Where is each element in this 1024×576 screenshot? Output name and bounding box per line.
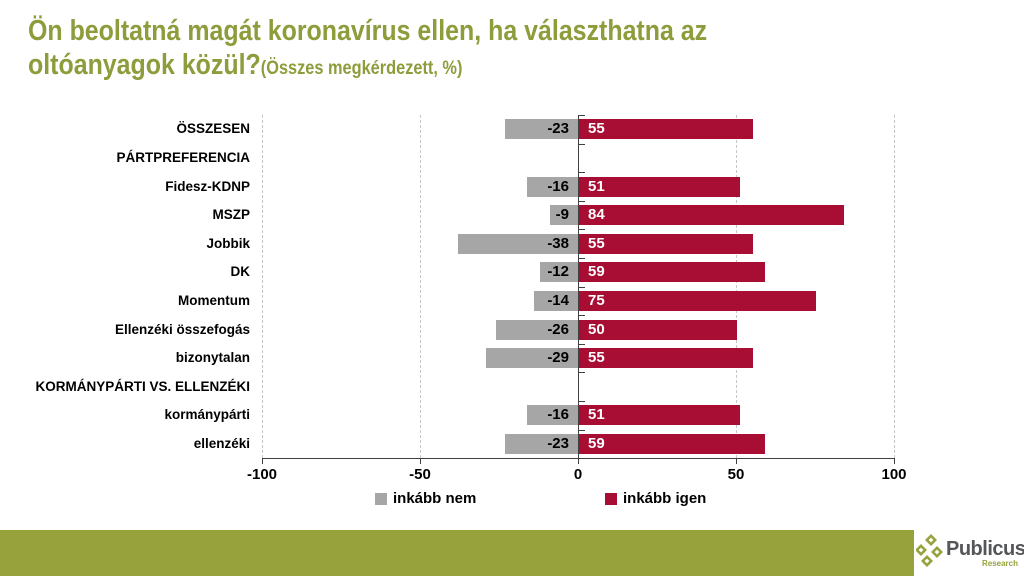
brand-name: Publicus [946, 538, 1024, 560]
x-axis-tick-label: 100 [881, 466, 907, 483]
value-label-nem: -16 [547, 177, 569, 195]
category-label: Fidesz-KDNP [165, 178, 250, 194]
x-axis-tick-mark [262, 458, 263, 464]
chart-title: Ön beoltatná magát koronavírus ellen, ha… [28, 14, 974, 86]
chart-title-line2-text: oltóanyagok közül? [28, 49, 261, 81]
category-label: ellenzéki [193, 435, 250, 451]
bar-inkabb-igen [579, 176, 741, 197]
value-label-nem: -23 [547, 434, 569, 452]
bar-inkabb-nem [505, 433, 578, 454]
category-axis-tick [578, 200, 585, 202]
legend-label-igen: inkább igen [623, 490, 707, 507]
category-axis-tick [578, 429, 585, 431]
bar-inkabb-igen [579, 233, 753, 254]
x-axis-tick-label: 50 [727, 466, 745, 483]
value-label-nem: -9 [555, 206, 569, 224]
value-label-igen: 51 [588, 177, 605, 195]
bar-inkabb-igen [579, 405, 741, 426]
category-label: MSZP [212, 207, 250, 223]
value-label-igen: 59 [588, 263, 605, 281]
x-axis-line [262, 458, 894, 459]
category-label: DK [230, 264, 251, 280]
bar-inkabb-igen [579, 433, 766, 454]
brand-subtitle: Research [981, 559, 1018, 568]
x-axis-tick-label: -100 [246, 466, 278, 483]
bar-inkabb-nem [533, 290, 578, 311]
vertical-gridline [894, 115, 895, 458]
bar-inkabb-nem [486, 348, 578, 369]
bar-inkabb-nem [527, 405, 578, 426]
category-label: KORMÁNYPÁRTI VS. ELLENZÉKI [35, 378, 250, 394]
legend-swatch-igen [605, 492, 617, 505]
value-label-igen: 55 [588, 349, 605, 367]
zero-axis-line [578, 115, 579, 458]
vertical-gridline [420, 115, 421, 458]
bar-inkabb-nem [457, 233, 578, 254]
category-axis-tick [578, 258, 585, 259]
x-axis-tick-mark [894, 458, 895, 464]
category-axis-tick [578, 115, 585, 116]
vertical-gridline [262, 115, 263, 458]
bar-inkabb-nem [505, 119, 578, 140]
vertical-gridline [736, 115, 737, 458]
bar-inkabb-nem [540, 262, 578, 283]
value-label-igen: 59 [588, 434, 605, 452]
value-label-nem: -16 [547, 406, 569, 424]
value-label-nem: -23 [547, 120, 569, 138]
value-label-nem: -12 [547, 263, 569, 281]
bar-inkabb-igen [579, 119, 753, 140]
category-label: kormánypárti [164, 407, 250, 423]
category-label: ÖSSZESEN [176, 121, 250, 137]
value-label-igen: 55 [588, 234, 605, 252]
bar-inkabb-igen [579, 319, 737, 340]
category-axis-tick [578, 401, 585, 402]
legend-swatch-nem [375, 492, 387, 505]
category-axis-tick [578, 172, 585, 174]
bar-inkabb-igen [579, 348, 753, 369]
legend-item-inkabb-nem: inkább nem [375, 490, 476, 507]
footer-accent-bar [0, 530, 914, 576]
value-label-igen: 75 [588, 291, 605, 309]
category-label: PÁRTPREFERENCIA [116, 149, 250, 165]
value-label-igen: 50 [588, 320, 605, 338]
publicus-logo: Publicus Research [916, 533, 1024, 573]
bar-inkabb-igen [579, 205, 845, 226]
value-label-igen: 51 [588, 406, 605, 424]
category-axis-tick [578, 343, 585, 345]
category-label: Momentum [178, 292, 250, 308]
four-diamonds-icon [916, 534, 943, 567]
x-axis-tick-label: -50 [409, 466, 431, 483]
value-label-nem: -38 [547, 234, 569, 252]
bar-inkabb-nem [549, 205, 578, 226]
bar-inkabb-nem [495, 319, 578, 340]
chart-subtitle: (Összes megkérdezett, %) [260, 58, 463, 79]
category-axis-tick [578, 372, 585, 374]
value-label-igen: 84 [588, 206, 605, 224]
chart-title-line1: Ön beoltatná magát koronavírus ellen, ha… [28, 15, 708, 47]
x-axis-tick-mark [420, 458, 421, 464]
category-label: Ellenzéki összefogás [114, 321, 250, 337]
category-axis-tick [578, 229, 585, 231]
category-axis-tick [578, 286, 585, 288]
category-axis-tick [578, 143, 585, 145]
value-label-nem: -26 [547, 320, 569, 338]
chart-title-line2: oltóanyagok közül?(Összes megkérdezett, … [28, 48, 974, 86]
bar-inkabb-nem [527, 176, 578, 197]
value-label-nem: -14 [547, 291, 569, 309]
x-axis-tick-mark [578, 458, 579, 464]
value-label-igen: 55 [588, 120, 605, 138]
bar-inkabb-igen [579, 290, 816, 311]
x-axis-tick-mark [736, 458, 737, 464]
category-label: Jobbik [206, 235, 250, 251]
legend-item-inkabb-igen: inkább igen [605, 490, 706, 507]
x-axis-tick-label: 0 [573, 466, 583, 483]
category-axis-tick [578, 315, 585, 317]
value-label-nem: -29 [547, 349, 569, 367]
bar-inkabb-igen [579, 262, 766, 283]
category-label: bizonytalan [175, 350, 250, 366]
legend-label-nem: inkább nem [393, 490, 477, 507]
